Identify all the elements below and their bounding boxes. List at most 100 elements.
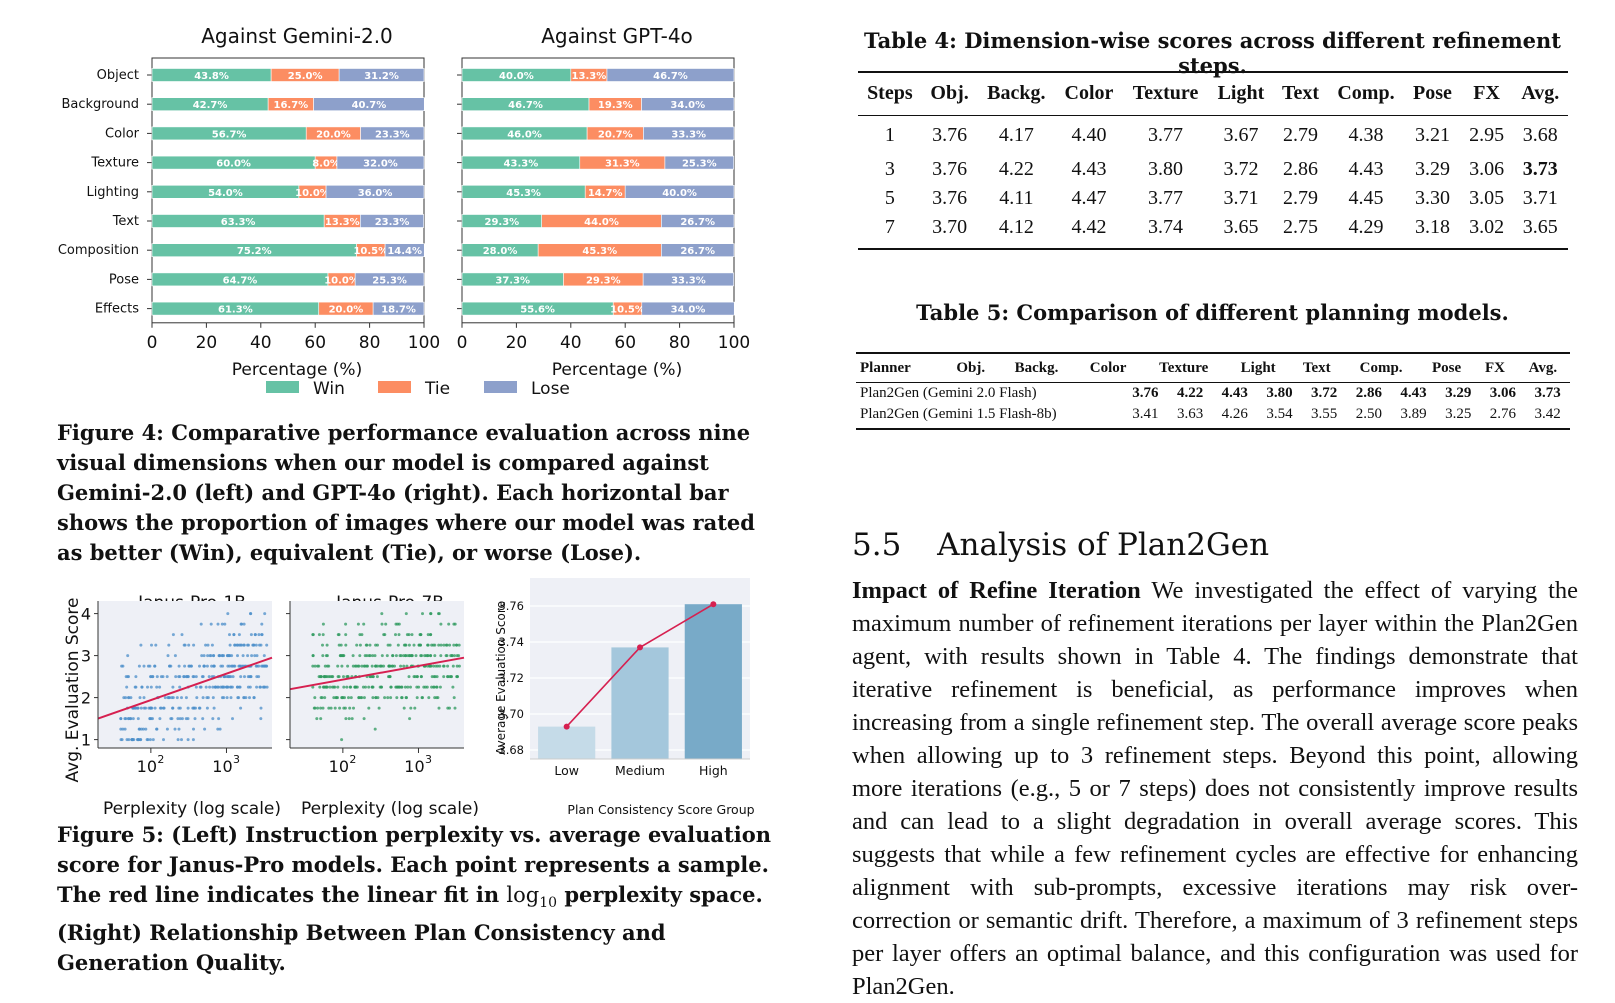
bar-segment-lose	[360, 214, 425, 228]
table-cell: 3.42	[1534, 406, 1561, 422]
scatter-point	[206, 643, 210, 647]
x-tick-label: 60	[614, 333, 636, 353]
scatter-point	[317, 633, 321, 637]
scatter-point	[446, 664, 450, 668]
scatter-point	[367, 685, 371, 689]
x-tick-exponent: 2	[157, 753, 164, 766]
scatter-point	[239, 643, 243, 647]
scatter-point	[168, 664, 171, 668]
table-header-cell: Avg.	[1528, 359, 1558, 376]
scatter-point	[222, 696, 226, 700]
scatter-point	[201, 717, 205, 721]
data-label: 56.7%	[212, 129, 247, 140]
scatter-point	[226, 612, 230, 616]
scatter-point	[323, 675, 327, 679]
bar-segment-lose	[661, 214, 735, 228]
scatter-point	[149, 685, 153, 689]
scatter-point	[233, 643, 237, 647]
data-label: 33.3%	[671, 275, 706, 286]
table-cell: 3.63	[1176, 406, 1204, 422]
table-cell: 4.43	[1221, 385, 1248, 401]
scatter-point	[345, 685, 349, 689]
scatter-point	[435, 685, 439, 689]
table-cell: 4.43	[1400, 385, 1427, 401]
legend-label-win: Win	[313, 379, 345, 399]
trend-point	[563, 723, 570, 730]
table-header-cell: Color	[1064, 82, 1114, 105]
table-cell: 7	[884, 216, 895, 238]
scatter-point	[216, 727, 220, 731]
scatter-point	[430, 685, 434, 689]
table-cell: 3.80	[1266, 385, 1293, 401]
scatter-point	[233, 664, 237, 668]
scatter-point	[231, 675, 235, 679]
scatter-point	[342, 685, 346, 689]
y-tick-label: 3	[81, 647, 91, 666]
data-label: 13.3%	[325, 217, 360, 228]
table-cell: 3.67	[1223, 123, 1259, 146]
scatter-point	[253, 633, 257, 637]
scatter-point	[211, 685, 215, 689]
scatter-point	[192, 675, 196, 679]
category-label: Effects	[95, 302, 139, 317]
scatter-point	[177, 675, 181, 679]
table-header-cell: Color	[1089, 359, 1127, 376]
scatter-point	[213, 685, 217, 689]
scatter-point	[232, 633, 236, 637]
scatter-point	[360, 633, 364, 637]
scatter-point	[370, 664, 374, 668]
scatter-point	[432, 664, 436, 668]
table-header-cell: Text	[1282, 82, 1320, 105]
table-header-cell: Backg.	[987, 82, 1046, 105]
scatter-point	[228, 685, 232, 689]
x-tick-exponent: 2	[349, 753, 356, 766]
table-cell: 3.29	[1414, 158, 1450, 180]
scatter-point	[329, 706, 333, 710]
x-tick-label: 40	[250, 333, 272, 353]
scatter-point	[153, 664, 157, 668]
x-tick-label: Low	[554, 763, 579, 778]
table-4-title: Table 4: Dimension-wise scores across di…	[850, 28, 1575, 78]
scatter-point	[358, 654, 362, 658]
fig4-xlabel-left: Percentage (%)	[232, 360, 362, 380]
scatter-point	[151, 738, 155, 742]
scatter-point	[455, 664, 459, 668]
bar-segment-lose	[606, 68, 735, 82]
scatter-point	[393, 664, 396, 668]
table-4-header-row: Steps Obj. Backg. Color Texture Light Text Comp…	[858, 73, 1568, 115]
bar-segment-lose	[338, 68, 425, 82]
scatter-point	[402, 654, 406, 658]
table-cell: 3.76	[932, 123, 968, 146]
scatter-point	[248, 696, 251, 700]
scatter-point	[197, 706, 201, 710]
scatter-point	[136, 738, 140, 742]
scatter-point	[384, 622, 388, 626]
scatter-point	[171, 706, 175, 710]
scatter-point	[236, 643, 240, 647]
scatter-point	[186, 738, 190, 742]
table-header-cell: Light	[1217, 82, 1265, 105]
scatter-point	[360, 696, 364, 700]
consistency-bar-chart: 3.683.703.723.743.763.78LowMediumHigh	[498, 578, 750, 778]
scatter-point	[311, 654, 315, 658]
scatter-point	[346, 664, 350, 668]
scatter-point	[380, 654, 384, 658]
figure-5-caption-text-1: (Left) Instruction perplexity vs. averag…	[57, 822, 771, 907]
table-header-cell: Comp.	[1359, 359, 1403, 376]
bar-segment-lose	[336, 155, 425, 170]
data-label: 43.8%	[194, 71, 229, 82]
data-label: 19.3%	[598, 100, 633, 111]
scatter-point	[120, 664, 124, 668]
data-label: 13.3%	[572, 71, 607, 82]
category-label: Object	[97, 68, 139, 83]
scatter-point	[373, 727, 377, 731]
scatter-point	[398, 654, 402, 658]
scatter-point	[437, 643, 441, 647]
scatter-point	[162, 706, 166, 710]
scatter-point	[239, 706, 243, 710]
scatter-point	[419, 633, 423, 637]
data-label: 61.3%	[218, 305, 253, 316]
scatter-point	[362, 696, 366, 700]
scatter-point	[225, 696, 229, 700]
table-cell: 2.86	[1355, 385, 1382, 401]
